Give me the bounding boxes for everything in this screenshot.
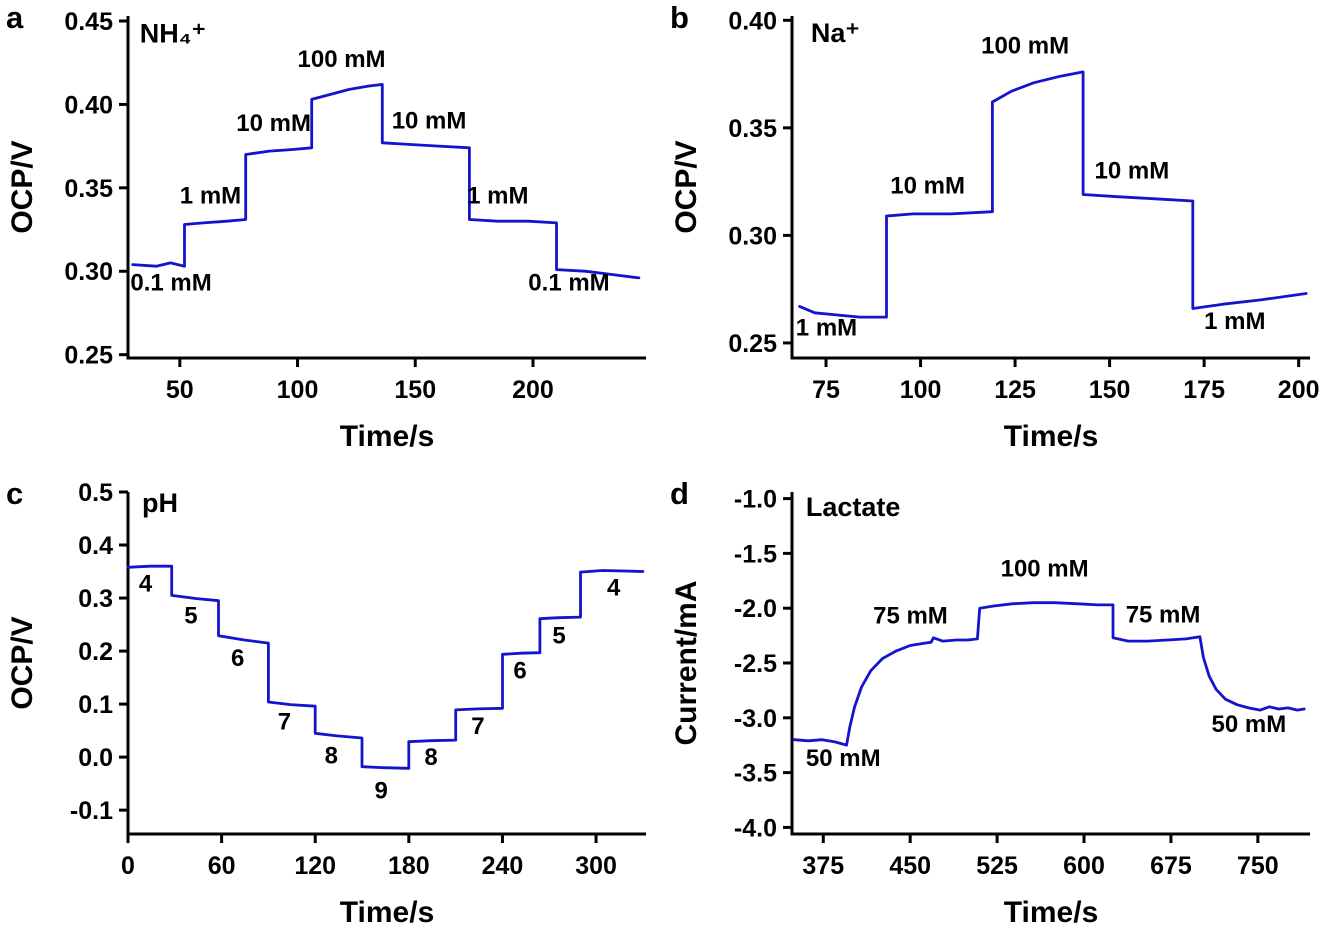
svg-text:0.0: 0.0: [78, 744, 113, 772]
svg-text:100: 100: [900, 376, 942, 404]
svg-text:0.35: 0.35: [64, 175, 113, 203]
svg-text:Time/s: Time/s: [340, 896, 435, 929]
svg-text:-1.0: -1.0: [734, 486, 777, 514]
svg-text:450: 450: [889, 852, 931, 880]
svg-text:Time/s: Time/s: [1004, 896, 1099, 929]
chart-na-ocp-vs-time: 75 100 125 150 175 200 0.25 0.30 0.35 0.40 Time/s O…: [670, 7, 1320, 453]
svg-text:0.45: 0.45: [64, 8, 113, 36]
svg-text:100 mM: 100 mM: [1001, 555, 1089, 582]
svg-text:75 mM: 75 mM: [873, 603, 948, 630]
svg-text:240: 240: [482, 852, 524, 880]
svg-text:Time/s: Time/s: [1004, 420, 1099, 453]
svg-text:10 mM: 10 mM: [236, 110, 311, 137]
svg-text:75: 75: [812, 376, 840, 404]
svg-text:-3.5: -3.5: [734, 760, 777, 788]
svg-text:7: 7: [278, 709, 291, 736]
svg-text:0.25: 0.25: [728, 330, 777, 358]
svg-text:-2.5: -2.5: [734, 650, 777, 678]
svg-text:4: 4: [607, 574, 621, 601]
svg-text:100: 100: [277, 376, 319, 404]
svg-text:125: 125: [994, 376, 1036, 404]
panel-a: a 50 100 150 200 0.25 0.30 0.35 0.40 0.45 Time/s O…: [0, 0, 664, 476]
svg-text:-1.5: -1.5: [734, 540, 777, 568]
svg-text:-0.1: -0.1: [70, 797, 113, 825]
svg-text:10 mM: 10 mM: [1095, 157, 1170, 184]
svg-text:75 mM: 75 mM: [1126, 601, 1201, 628]
svg-text:OCP/V: OCP/V: [670, 140, 703, 233]
svg-text:50 mM: 50 mM: [806, 745, 881, 772]
panel-letter-a: a: [6, 0, 24, 35]
svg-text:pH: pH: [142, 488, 178, 518]
svg-text:-2.0: -2.0: [734, 595, 777, 623]
svg-text:150: 150: [394, 376, 436, 404]
svg-text:0.40: 0.40: [64, 91, 113, 119]
svg-text:8: 8: [325, 743, 338, 770]
svg-text:8: 8: [424, 744, 437, 771]
svg-text:200: 200: [1278, 376, 1320, 404]
svg-text:750: 750: [1237, 852, 1279, 880]
svg-text:NH₄⁺: NH₄⁺: [140, 19, 206, 49]
svg-text:0.2: 0.2: [78, 638, 113, 666]
svg-text:0.25: 0.25: [64, 342, 113, 370]
chart-ph-ocp-vs-time: 0 60 120 180 240 300 -0.1 0.0 0.1 0.2 0.3 0.4 0.5 Tim…: [6, 479, 646, 929]
svg-text:-4.0: -4.0: [734, 814, 777, 842]
svg-text:5: 5: [184, 603, 197, 630]
panel-c: c 0 60 120 180 240 300 -0.1 0.0 0.1 0.2 0.3 0.4 0.5 T…: [0, 476, 664, 952]
svg-text:175: 175: [1183, 376, 1225, 404]
svg-text:-3.0: -3.0: [734, 705, 777, 733]
panel-letter-b: b: [670, 0, 689, 35]
svg-text:150: 150: [1089, 376, 1131, 404]
svg-text:180: 180: [388, 852, 430, 880]
svg-text:1 mM: 1 mM: [180, 183, 241, 210]
svg-text:0.35: 0.35: [728, 115, 777, 143]
svg-text:100 mM: 100 mM: [298, 46, 386, 73]
svg-text:6: 6: [513, 658, 526, 685]
svg-text:9: 9: [375, 778, 388, 805]
svg-text:0: 0: [121, 852, 135, 880]
svg-text:10 mM: 10 mM: [890, 173, 965, 200]
svg-text:120: 120: [294, 852, 336, 880]
svg-text:1 mM: 1 mM: [796, 314, 857, 341]
svg-text:1 mM: 1 mM: [1204, 308, 1265, 335]
panel-letter-d: d: [670, 476, 689, 511]
svg-text:0.1: 0.1: [78, 691, 113, 719]
svg-text:0.3: 0.3: [78, 585, 113, 613]
svg-text:4: 4: [139, 571, 153, 598]
svg-text:Time/s: Time/s: [340, 420, 435, 453]
svg-text:60: 60: [208, 852, 236, 880]
svg-text:0.5: 0.5: [78, 479, 113, 507]
svg-text:300: 300: [575, 852, 617, 880]
svg-text:1 mM: 1 mM: [467, 183, 528, 210]
svg-text:0.40: 0.40: [728, 7, 777, 35]
svg-text:0.1 mM: 0.1 mM: [528, 269, 609, 296]
svg-text:200: 200: [512, 376, 554, 404]
svg-text:Na⁺: Na⁺: [811, 18, 860, 48]
svg-text:7: 7: [471, 713, 484, 740]
panel-d: d 375 450 525 600 675 750 -1.0 -1.5 -2.0 -2.5 -3.0…: [664, 476, 1328, 952]
svg-text:OCP/V: OCP/V: [6, 140, 39, 233]
panel-b: b 75 100 125 150 175 200 0.25 0.30 0.35 0.40 Time/…: [664, 0, 1328, 476]
svg-text:OCP/V: OCP/V: [6, 616, 39, 709]
svg-text:0.4: 0.4: [78, 532, 113, 560]
panel-letter-c: c: [6, 476, 24, 511]
svg-text:6: 6: [231, 645, 244, 672]
svg-text:375: 375: [802, 852, 844, 880]
svg-text:Lactate: Lactate: [806, 492, 901, 522]
chart-nh4-ocp-vs-time: 50 100 150 200 0.25 0.30 0.35 0.40 0.45 Time/s OCP…: [6, 8, 646, 453]
svg-text:525: 525: [976, 852, 1018, 880]
svg-text:Current/mA: Current/mA: [670, 580, 703, 745]
svg-text:675: 675: [1150, 852, 1192, 880]
svg-text:100 mM: 100 mM: [981, 33, 1069, 60]
svg-text:10 mM: 10 mM: [392, 108, 467, 135]
chart-lactate-current-vs-time: 375 450 525 600 675 750 -1.0 -1.5 -2.0 -2.5 -3.0 -3…: [670, 486, 1310, 929]
svg-text:0.1 mM: 0.1 mM: [130, 269, 211, 296]
svg-text:5: 5: [552, 623, 565, 650]
svg-text:600: 600: [1063, 852, 1105, 880]
svg-text:50 mM: 50 mM: [1212, 711, 1287, 738]
svg-text:0.30: 0.30: [728, 222, 777, 250]
svg-text:0.30: 0.30: [64, 258, 113, 286]
svg-text:50: 50: [166, 376, 194, 404]
